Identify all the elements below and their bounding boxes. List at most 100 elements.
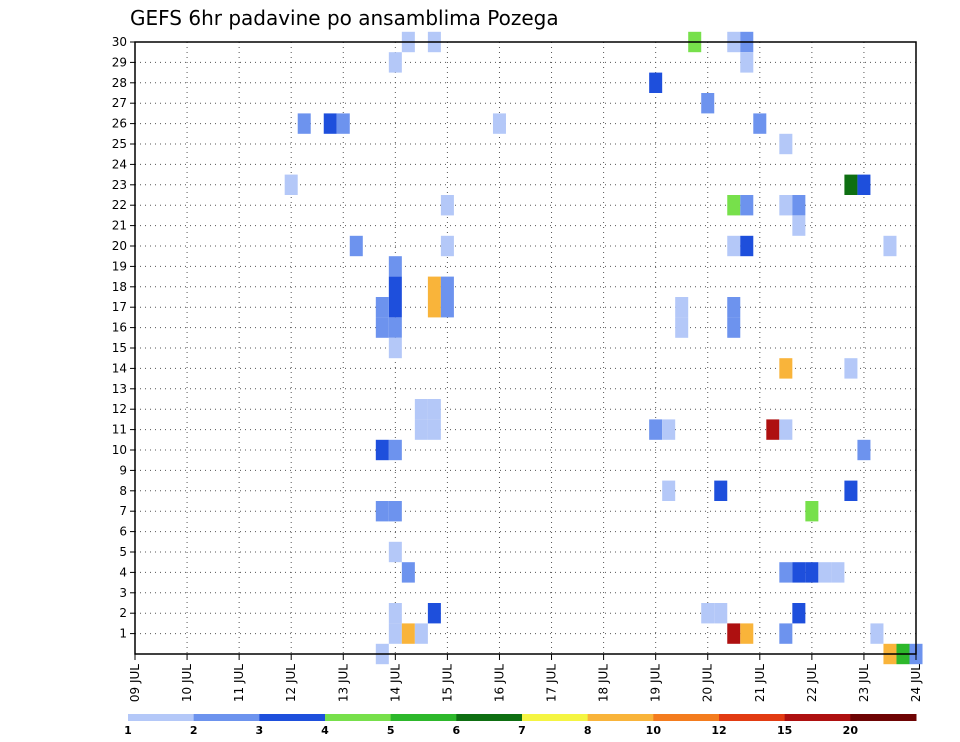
heatmap-cell <box>883 235 897 257</box>
colorbar-label: 20 <box>843 724 859 737</box>
colorbar-label: 10 <box>646 724 662 737</box>
y-tick-label: 4 <box>119 565 127 579</box>
colorbar-swatch <box>850 714 917 721</box>
heatmap-cell <box>779 562 793 583</box>
colorbar-swatch <box>522 714 589 721</box>
heatmap-cell <box>675 297 689 318</box>
heatmap-cell <box>740 195 754 216</box>
heatmap-cell <box>388 297 402 318</box>
x-tick-label: 15 JUL <box>440 664 454 702</box>
heatmap-cell <box>792 603 806 624</box>
y-tick-label: 13 <box>112 382 127 396</box>
x-tick-label: 11 JUL <box>232 664 246 702</box>
heatmap-cell <box>414 399 428 420</box>
x-tick-label: 10 JUL <box>180 664 194 702</box>
x-tick-label: 16 JUL <box>492 664 506 702</box>
y-tick-label: 30 <box>112 35 127 49</box>
y-tick-label: 23 <box>112 178 127 192</box>
heatmap-cell <box>792 215 806 236</box>
heatmap-cell <box>844 174 858 195</box>
colorbar-label: 7 <box>518 724 526 737</box>
y-tick-label: 21 <box>112 219 127 233</box>
y-tick-label: 29 <box>112 55 127 69</box>
heatmap-cell <box>779 133 793 155</box>
grid <box>135 42 916 654</box>
colorbar-legend: 1 2 3 4 5 6 7 8 10 12 15 20 <box>124 714 917 737</box>
heatmap-cell <box>323 113 337 134</box>
x-tick-label: 17 JUL <box>545 664 559 702</box>
colorbar-label: 8 <box>584 724 592 737</box>
colorbar-swatch <box>193 714 260 721</box>
y-axis: 1234567891011121314151617181920212223242… <box>112 35 135 641</box>
heatmap-cell <box>440 235 454 257</box>
chart-title: GEFS 6hr padavine po ansamblima Pozega <box>130 6 559 30</box>
y-tick-label: 14 <box>112 361 127 375</box>
heatmap-cell <box>727 317 741 338</box>
heatmap-cell <box>440 195 454 216</box>
y-tick-label: 25 <box>112 137 127 151</box>
colorbar-label: 1 <box>124 724 132 737</box>
heatmap-cell <box>388 439 402 461</box>
heatmap-cell <box>727 623 741 644</box>
heatmap-cell <box>766 419 780 440</box>
heatmap-cell <box>831 562 845 583</box>
y-tick-label: 28 <box>112 76 127 90</box>
y-tick-label: 20 <box>112 239 127 253</box>
y-tick-label: 3 <box>119 586 127 600</box>
heatmap-cell <box>779 419 793 440</box>
y-tick-label: 12 <box>112 402 127 416</box>
heatmap-cell <box>844 480 858 501</box>
y-tick-label: 6 <box>119 525 127 539</box>
colorbar-label: 2 <box>190 724 198 737</box>
heatmap-cell <box>714 480 728 501</box>
colorbar-label: 15 <box>777 724 792 737</box>
heatmap-cell <box>805 501 819 522</box>
heatmap-cell <box>792 562 806 583</box>
heatmap-cell <box>427 603 441 624</box>
heatmap-cell <box>375 439 389 461</box>
heatmap-cell <box>427 419 441 440</box>
colorbar-swatch <box>128 714 195 721</box>
y-tick-label: 16 <box>112 321 127 335</box>
y-tick-label: 24 <box>112 157 127 171</box>
heatmap-cell <box>727 235 741 257</box>
heatmap-cell <box>375 501 389 522</box>
y-tick-label: 26 <box>112 117 127 131</box>
heatmap-cell <box>649 419 663 440</box>
heatmap-cell <box>388 337 402 359</box>
x-tick-label: 18 JUL <box>597 664 611 702</box>
colorbar-swatch <box>784 714 851 721</box>
colorbar-swatch <box>587 714 654 721</box>
heatmap-cell <box>401 623 415 644</box>
y-tick-label: 2 <box>119 606 127 620</box>
colorbar-label: 12 <box>711 724 726 737</box>
heatmap-cell <box>427 399 441 420</box>
x-tick-label: 19 JUL <box>649 664 663 702</box>
heatmap-cell <box>388 52 402 73</box>
heatmap-cell <box>388 541 402 563</box>
y-tick-label: 22 <box>112 198 127 212</box>
x-tick-label: 22 JUL <box>805 664 819 702</box>
heatmap-cell <box>649 72 663 93</box>
y-tick-label: 17 <box>112 300 127 314</box>
heatmap-cell <box>662 419 676 440</box>
heatmap-cell <box>779 195 793 216</box>
heatmap-cell <box>857 174 871 195</box>
y-tick-label: 18 <box>112 280 127 294</box>
heatmap-cell <box>779 623 793 644</box>
heatmap-cell <box>297 113 311 134</box>
heatmap-cell <box>714 603 728 624</box>
heatmap-cell <box>414 419 428 440</box>
x-tick-label: 21 JUL <box>753 664 767 702</box>
heatmap-cell <box>740 623 754 644</box>
heatmap-cell <box>401 562 415 583</box>
colorbar-swatch <box>653 714 720 721</box>
heatmap-cell <box>844 358 858 379</box>
colorbar-swatch <box>325 714 392 721</box>
x-tick-label: 09 JUL <box>128 664 142 702</box>
colorbar-swatch <box>390 714 457 721</box>
heatmap-cells <box>284 31 923 665</box>
heatmap-cell <box>779 358 793 379</box>
heatmap-cell <box>427 276 441 297</box>
